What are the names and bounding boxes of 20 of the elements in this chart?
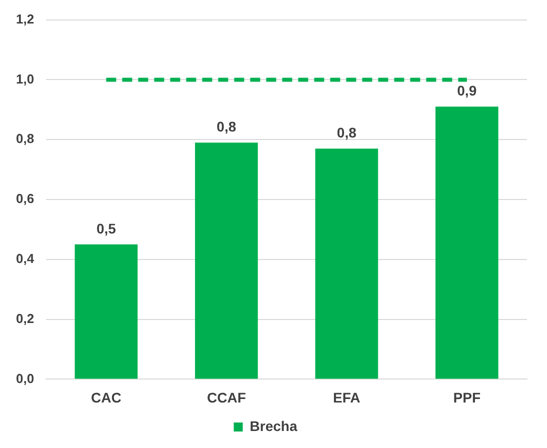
y-tick-label: 0,6	[16, 191, 34, 206]
x-tick-label: PPF	[453, 389, 481, 406]
bar	[435, 106, 498, 379]
y-tick-label: 0,8	[16, 131, 34, 146]
data-label: 0,8	[216, 118, 236, 134]
data-label: 0,9	[457, 82, 477, 99]
x-tick-label: CCAF	[206, 389, 246, 406]
y-tick-label: 1,2	[16, 11, 34, 26]
y-tick-label: 0,2	[16, 310, 34, 326]
y-tick-label: 0,4	[16, 250, 35, 266]
bar	[315, 148, 378, 379]
x-tick-label: EFA	[333, 389, 360, 406]
y-tick-label: 0,0	[16, 370, 34, 386]
bar	[74, 244, 138, 379]
x-tick-label: CAC	[91, 389, 122, 406]
bar	[195, 142, 258, 379]
y-tick-label: 1,0	[16, 71, 34, 86]
data-label: 0,8	[336, 124, 357, 140]
legend-label: Brecha	[250, 418, 298, 434]
data-label: 0,5	[96, 220, 116, 236]
